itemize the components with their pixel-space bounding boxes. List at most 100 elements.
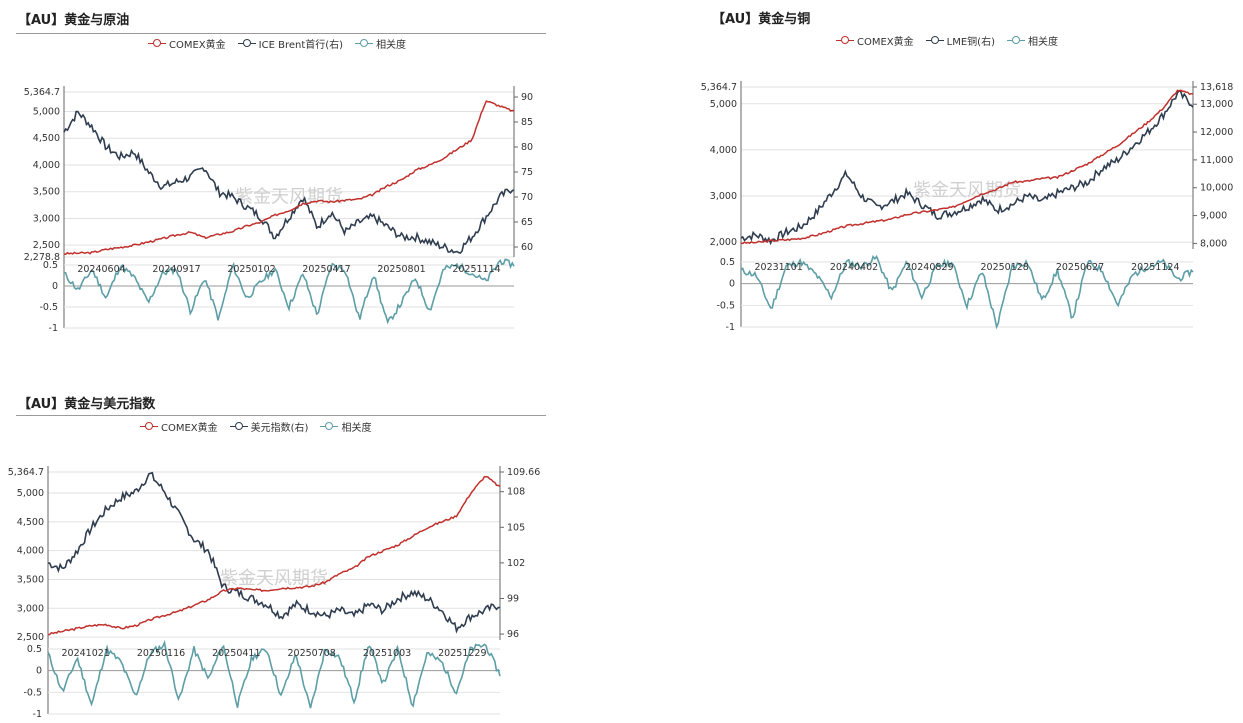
y-left-tick: 5,364.7 xyxy=(701,82,737,93)
y-left-tick: 2,500 xyxy=(17,632,44,643)
series-corr-line xyxy=(47,639,501,709)
corr-tick: 0.5 xyxy=(27,644,42,655)
watermark: 紫金天风期货 xyxy=(913,180,1021,201)
legend-item-right[interactable]: LME铜(右) xyxy=(925,33,995,48)
legend-label: 相关度 xyxy=(1027,37,1058,48)
legend-item-right[interactable]: 美元指数(右) xyxy=(229,419,309,434)
y-left-tick: 5,364.7 xyxy=(8,467,44,478)
y-left-tick: 5,000 xyxy=(710,99,737,110)
legend-label: 相关度 xyxy=(376,40,407,51)
y-right-tick: 8,000 xyxy=(1200,238,1227,249)
legend-label: 相关度 xyxy=(341,423,372,434)
y-left-tick: 3,000 xyxy=(33,213,60,224)
title-divider xyxy=(16,415,546,416)
y-right-tick: 80 xyxy=(521,142,533,153)
y-right-tick: 85 xyxy=(521,117,533,128)
y-right-tick: 13,000 xyxy=(1200,99,1233,110)
series-gold-line xyxy=(740,89,1193,245)
legend-item-corr[interactable]: 相关度 xyxy=(320,419,371,434)
series-right-line xyxy=(740,89,1194,246)
y-left-tick: 4,000 xyxy=(710,145,737,156)
y-left-tick: 2,500 xyxy=(33,240,60,251)
y-left-tick: 2,278.8 xyxy=(24,252,60,263)
legend-label: COMEX黄金 xyxy=(161,423,218,434)
chart-gold-dxy-panel: 【AU】黄金与美元指数 COMEX黄金 美元指数(右) 相关度 5,364.7 5… xyxy=(0,388,560,723)
corr-tick: 0.5 xyxy=(43,260,58,271)
x-tick-label: 20231101 xyxy=(754,262,802,273)
chart-legend: COMEX黄金 LME铜(右) 相关度 xyxy=(836,33,1058,48)
corr-tick: 0 xyxy=(52,281,58,292)
legend-item-corr[interactable]: 相关度 xyxy=(355,36,406,51)
y-right-tick: 11,000 xyxy=(1200,155,1233,166)
y-right-tick: 13,618 xyxy=(1200,82,1233,93)
y-left-tick: 2,000 xyxy=(710,237,737,248)
corr-tick: -1 xyxy=(49,323,58,334)
corr-tick: 0.5 xyxy=(720,257,735,268)
y-left-tick: 5,000 xyxy=(17,488,44,499)
y-right-tick: 9,000 xyxy=(1200,211,1227,222)
legend-item-right[interactable]: ICE Brent首行(右) xyxy=(237,36,344,51)
y-right-tick: 10,000 xyxy=(1200,183,1233,194)
corr-tick: -0.5 xyxy=(716,300,735,311)
x-tick-label: 20251114 xyxy=(452,264,500,275)
y-right-tick: 102 xyxy=(507,558,525,569)
x-tick-label: 20250417 xyxy=(302,264,350,275)
y-right-tick: 70 xyxy=(521,192,533,203)
x-tick-label: 20250411 xyxy=(212,648,260,659)
series-gold-line xyxy=(63,100,515,255)
chart-legend: COMEX黄金 美元指数(右) 相关度 xyxy=(140,419,371,434)
x-tick-label: 20250708 xyxy=(287,648,335,659)
legend-label: LME铜(右) xyxy=(946,37,995,48)
legend-label: 美元指数(右) xyxy=(250,423,309,434)
y-left-tick: 3,000 xyxy=(710,191,737,202)
series-corr-line xyxy=(740,254,1194,330)
watermark: 紫金天风期货 xyxy=(235,187,343,208)
x-tick-label: 20250102 xyxy=(227,264,275,275)
legend-item-gold[interactable]: COMEX黄金 xyxy=(140,419,218,434)
chart-gold-dxy: 5,364.7 5,000 4,500 4,000 3,500 3,000 2,500 109… xyxy=(8,466,540,720)
x-tick-label: 20250801 xyxy=(377,264,425,275)
y-left-tick: 4,000 xyxy=(17,546,44,557)
x-tick-label: 20251124 xyxy=(1131,262,1179,273)
y-right-tick: 99 xyxy=(507,593,519,604)
legend-item-corr[interactable]: 相关度 xyxy=(1006,33,1058,48)
legend-label: COMEX黄金 xyxy=(169,40,226,51)
chart-gold-copper: 5,364.7 5,000 4,000 3,000 2,000 13,618 13,000 1… xyxy=(701,81,1233,333)
legend-item-gold[interactable]: COMEX黄金 xyxy=(836,33,914,48)
y-right-tick: 108 xyxy=(507,487,525,498)
legend-item-gold[interactable]: COMEX黄金 xyxy=(148,36,226,51)
corr-tick: -1 xyxy=(33,709,42,720)
y-right-tick: 65 xyxy=(521,217,533,228)
y-right-tick: 75 xyxy=(521,167,533,178)
corr-tick: 0 xyxy=(729,279,735,290)
x-tick-label: 20241021 xyxy=(61,648,109,659)
legend-label: ICE Brent首行(右) xyxy=(258,40,344,51)
corr-tick: 0 xyxy=(36,666,42,677)
x-tick-label: 20240829 xyxy=(905,262,953,273)
y-left-tick: 4,500 xyxy=(33,133,60,144)
chart-gold-oil-panel: 【AU】黄金与原油 COMEX黄金 ICE Brent首行(右) 相关度 5,3… xyxy=(0,0,560,345)
series-corr-line xyxy=(63,258,515,325)
y-right-tick: 96 xyxy=(507,629,519,640)
x-tick-label: 20240917 xyxy=(152,264,200,275)
series-right-line xyxy=(63,110,515,255)
y-right-tick: 109.66 xyxy=(507,467,540,478)
corr-tick: -1 xyxy=(726,322,735,333)
y-right-tick: 105 xyxy=(507,522,525,533)
chart-legend: COMEX黄金 ICE Brent首行(右) 相关度 xyxy=(148,36,406,51)
watermark: 紫金天风期货 xyxy=(220,568,328,589)
y-left-tick: 4,500 xyxy=(17,517,44,528)
x-tick-label: 20240402 xyxy=(830,262,878,273)
chart-title: 【AU】黄金与美元指数 xyxy=(18,397,156,412)
chart-gold-copper-panel: 【AU】黄金与铜 COMEX黄金 LME铜(右) 相关度 5,364.7 5,00… xyxy=(696,0,1243,345)
y-right-tick: 12,000 xyxy=(1200,127,1233,138)
y-left-tick: 3,500 xyxy=(33,187,60,198)
series-right-line xyxy=(47,471,500,634)
chart-gold-oil: 5,364.7 5,000 4,500 4,000 3,500 3,000 2,5002,2… xyxy=(24,86,533,334)
y-right-tick: 60 xyxy=(521,242,533,253)
x-tick-label: 20250128 xyxy=(980,262,1028,273)
corr-tick: -0.5 xyxy=(39,302,58,313)
legend-label: COMEX黄金 xyxy=(857,37,914,48)
series-gold-line xyxy=(47,475,501,636)
y-left-tick: 5,364.7 xyxy=(24,87,60,98)
